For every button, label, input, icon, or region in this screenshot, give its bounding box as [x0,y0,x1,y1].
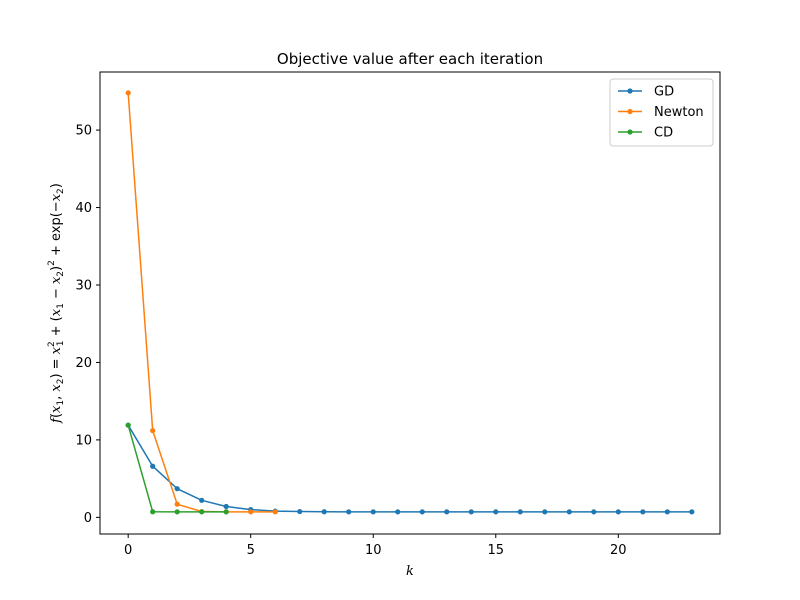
data-point-gd [321,509,327,515]
y-tick-label: 50 [75,124,92,139]
data-point-gd [174,486,180,492]
legend-marker-newton [627,108,633,115]
series-line-newton [127,92,276,513]
x-tick-label: 0 [124,543,132,558]
legend-label-cd: CD [654,126,673,141]
series-layer [125,90,695,515]
data-point-gd [615,509,621,515]
series-gd [125,422,695,515]
data-point-newton [248,509,254,515]
chart-title: Objective value after each iteration [277,50,543,68]
data-point-gd [591,509,597,515]
data-point-gd [517,509,523,515]
y-axis-label: f(x1, x2) = x21 + (x1 − x2)2 + exp(−x2) [47,183,66,424]
data-point-cd [174,509,180,515]
x-axis: 0 5 10 15 20 [124,534,627,558]
data-point-newton [150,428,156,434]
y-tick-label: 40 [75,201,92,216]
legend-marker-gd [627,88,633,94]
x-tick-label: 15 [487,543,504,558]
data-point-newton [272,509,278,515]
axes-frame [99,71,721,535]
x-axis-label: k [406,564,414,579]
data-point-cd [223,509,229,515]
data-point-cd [125,422,131,428]
data-point-newton [174,501,180,507]
data-point-gd [297,508,303,515]
data-point-gd [199,497,205,503]
data-point-gd [640,509,646,515]
data-point-gd [223,503,229,510]
x-tick-label: 20 [610,543,627,558]
x-tick-label: 5 [247,543,255,558]
data-point-gd [150,463,156,469]
data-point-newton [125,90,131,96]
data-point-gd [395,509,401,515]
legend-label-gd: GD [654,85,674,100]
series-cd [125,422,229,515]
data-point-gd [370,509,376,515]
y-tick-label: 10 [75,433,92,448]
data-point-gd [419,509,425,515]
series-line-cd [127,424,227,513]
y-axis: 0 10 20 30 40 50 [75,124,100,526]
data-point-gd [566,509,572,515]
data-point-cd [199,509,205,515]
data-point-gd [542,509,548,515]
y-tick-label: 30 [75,278,92,293]
data-point-gd [689,509,695,515]
series-newton [125,90,278,515]
legend-label-newton: Newton [654,105,704,120]
legend-marker-cd [627,129,633,135]
data-point-gd [493,509,499,515]
legend-box [609,78,714,147]
data-point-gd [468,509,474,515]
legend: GD Newton CD [609,78,714,147]
y-tick-label: 0 [84,511,92,526]
data-point-cd [150,509,156,515]
data-point-gd [664,509,670,515]
x-tick-label: 10 [365,543,382,558]
y-tick-label: 20 [75,356,92,371]
series-line-gd [127,424,692,513]
plot-area [99,71,721,535]
data-point-gd [444,509,450,515]
data-point-gd [346,509,352,515]
